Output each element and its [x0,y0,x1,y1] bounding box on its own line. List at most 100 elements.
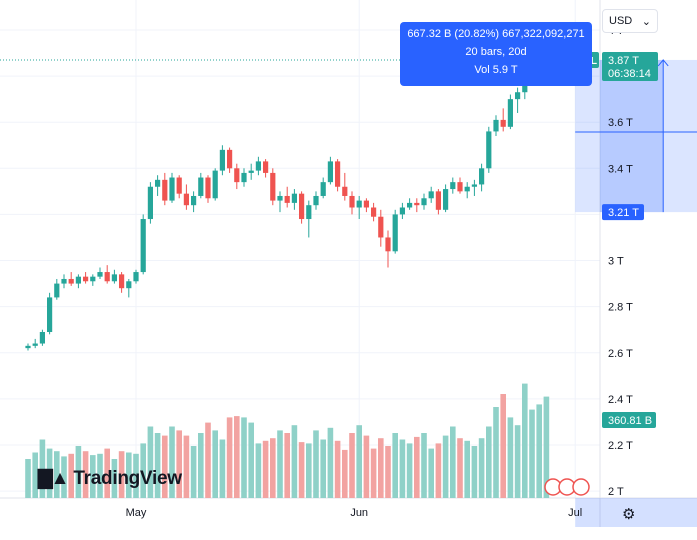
candle-body [486,131,492,169]
candle [61,274,67,289]
volume-bar [442,435,449,498]
measure-box [575,59,697,213]
candle [277,191,283,213]
chevron-down-icon: ⌄ [641,15,651,28]
volume-bar [406,443,413,498]
volume-bar [68,453,74,498]
volume-bar [421,433,427,498]
volume-bar [205,422,211,498]
candle-body [176,177,182,194]
volume-bar [370,448,377,498]
candle [493,115,499,137]
candle [299,191,305,224]
currency-selector[interactable]: USD ⌄ [602,9,658,33]
volume-bar [529,409,535,498]
candle-body [162,179,168,201]
candle-body [428,191,434,199]
volume-bar [385,446,391,498]
candle [133,269,139,284]
volume-bar [536,404,542,498]
volume-bar [399,439,406,498]
candle-body [493,119,499,132]
candle-body [507,99,513,127]
candle [435,189,441,215]
volume-bar [284,433,290,498]
volume-bar [313,430,319,498]
candle-body [457,182,463,192]
candle [443,184,449,213]
candle [263,159,269,178]
candlesticks [25,53,549,351]
candle-body [119,274,125,289]
volume-bar [414,436,420,498]
candle [428,186,434,203]
volume-bar [183,435,190,498]
candle-body [68,278,74,284]
candle-body [479,168,485,185]
volume-bar [154,433,161,498]
volume-bar [241,417,247,498]
volume-bar [219,439,226,498]
candle [32,338,38,349]
volume-bar [493,407,499,498]
volume-bar [54,451,60,498]
candle [248,163,254,180]
price-tick-label: 3 T [608,256,624,268]
candle [471,179,477,196]
volume-bar [522,383,528,498]
measure-range [575,59,697,527]
event-marker-icon [572,478,590,496]
candle-body [169,177,175,201]
volume-badge [602,412,656,428]
volume-bar [349,433,355,498]
volume-bar [162,435,168,498]
volume-bar [97,453,103,498]
tradingview-logo[interactable]: ▇▲ TradingView [38,467,182,490]
candle-body [219,149,225,171]
measure-tooltip: 667.32 B (20.82%) 667,322,092,271 20 bar… [400,22,592,86]
price-tick-label: 2.4 T [608,394,633,406]
price-tick-label: 2.6 T [608,348,633,360]
volume-bar [169,426,175,498]
volume-bar [342,449,348,498]
volume-bar [126,452,132,498]
volume-bar [190,446,197,498]
candle-body [61,278,67,284]
countdown-label: 06:38:14 [608,68,651,80]
candle-body [327,161,333,183]
volume-bar [39,439,46,498]
measure-change: 667.32 B (20.82%) 667,322,092,271 [407,28,585,40]
volume-bar [334,440,341,498]
candle [320,177,326,199]
currency-label: USD [609,15,633,27]
time-tick-label: Jul [568,507,582,519]
candle-body [133,272,139,282]
volume-bar [478,438,485,498]
candle-body [47,297,53,332]
time-axis[interactable]: May Jun Jul [126,507,583,519]
candle-body [270,172,276,201]
candle-body [385,237,391,252]
candle-body [205,177,211,199]
logo-text: TradingView [73,467,182,489]
candle-body [277,195,283,201]
candle-body [414,202,420,206]
candle [486,126,492,173]
volume-bar [248,422,254,498]
candle [219,145,225,176]
candle [450,177,456,194]
candle-body [241,172,247,183]
candle [479,163,485,192]
candle-body [421,198,427,206]
candle-body [471,184,477,187]
candle-body [212,170,218,199]
candle [97,267,103,279]
gear-icon[interactable]: ⚙ [622,506,636,523]
price-tick-label: 2.8 T [608,302,633,314]
candle [155,175,161,196]
volume-bar [104,448,110,498]
price-tick-label: 2.2 T [608,440,633,452]
candle [39,329,45,346]
candle [212,168,218,201]
